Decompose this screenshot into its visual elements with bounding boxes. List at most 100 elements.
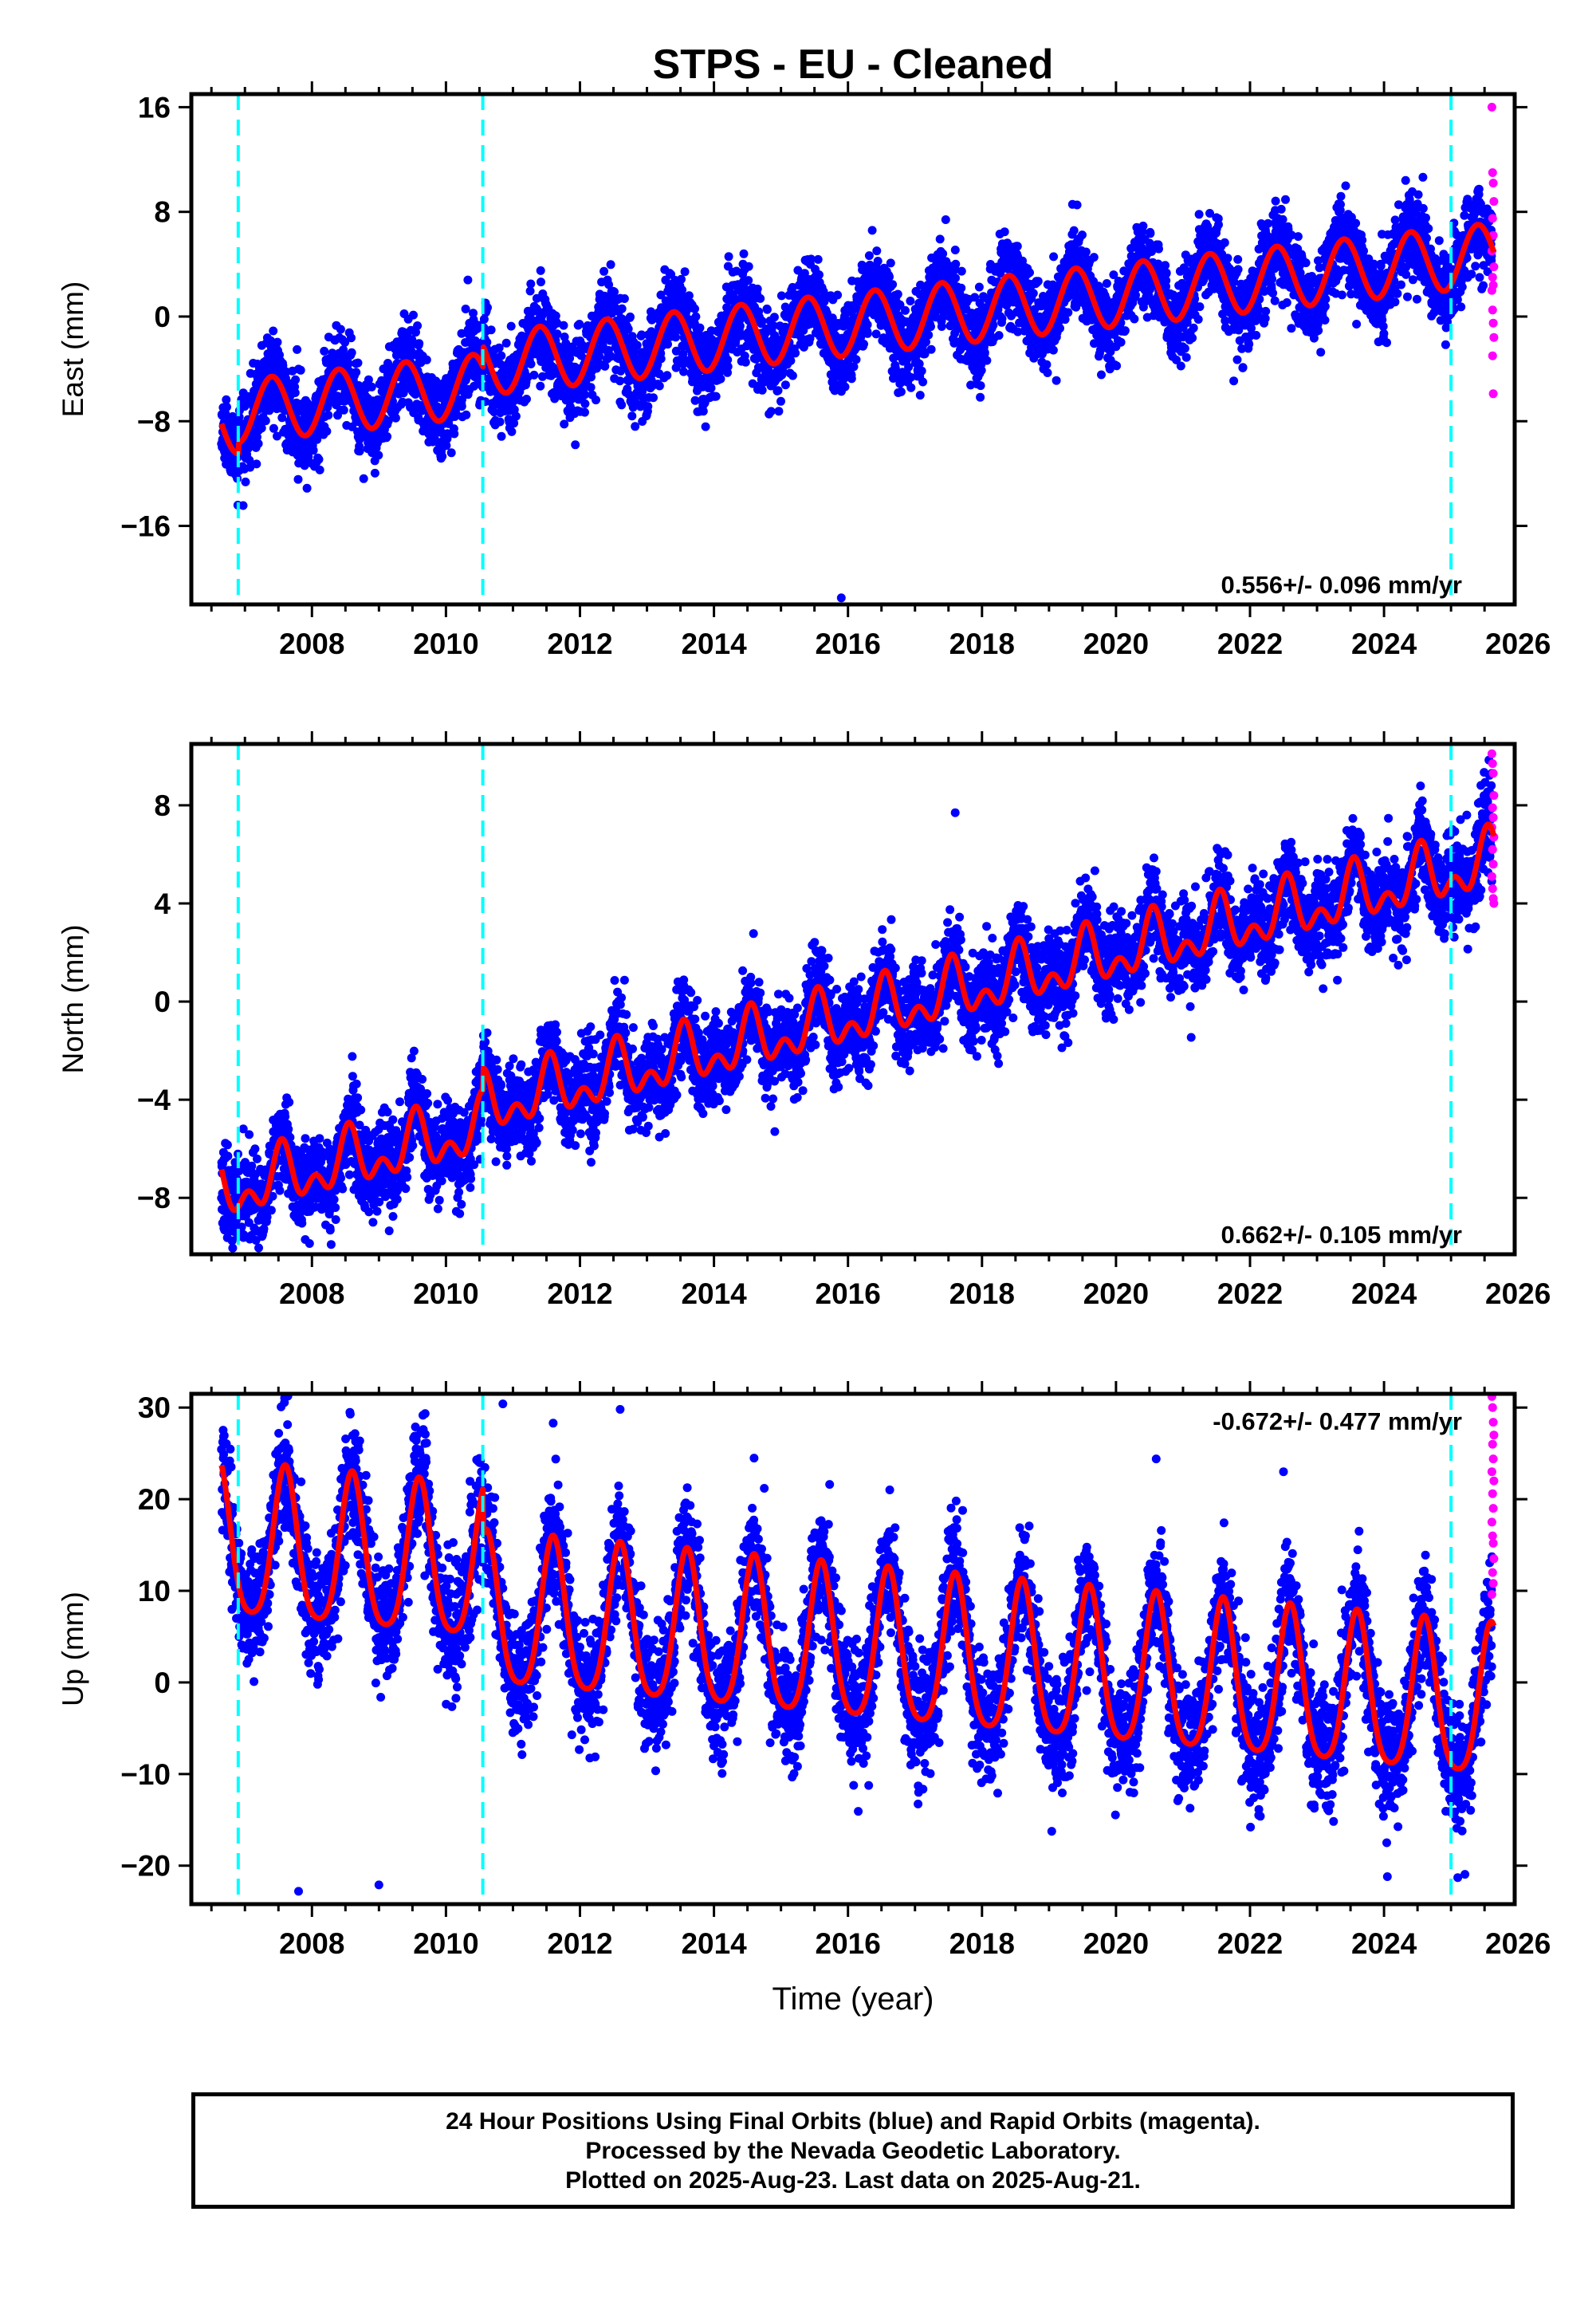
final-orbit-point: [463, 275, 473, 285]
final-orbit-point: [1042, 360, 1052, 369]
final-orbit-point: [643, 402, 653, 411]
final-orbit-point: [780, 380, 790, 390]
final-orbit-point: [269, 326, 278, 336]
final-orbit-point: [872, 246, 882, 256]
final-orbit-point: [739, 249, 749, 258]
final-orbit-point: [339, 345, 348, 355]
final-orbit-point: [432, 379, 442, 388]
final-orbit-point: [938, 249, 948, 258]
final-orbit-point: [917, 366, 926, 376]
final-orbit-point: [744, 276, 753, 285]
final-orbit-point: [679, 367, 688, 376]
final-orbit-point: [615, 376, 625, 386]
final-orbit-point: [497, 351, 506, 360]
final-orbit-point: [926, 344, 936, 354]
final-orbit-point: [344, 359, 353, 368]
final-orbit-point: [711, 392, 721, 401]
final-orbit-point: [757, 385, 767, 395]
final-orbit-point: [442, 441, 451, 451]
final-orbit-point: [724, 252, 733, 262]
final-orbit-point: [340, 337, 350, 347]
final-orbit-point: [840, 382, 850, 392]
final-orbit-point: [413, 321, 423, 330]
final-orbit-point: [383, 432, 392, 441]
final-orbit-point: [1089, 253, 1099, 262]
final-orbit-point: [391, 413, 400, 423]
final-orbit-point: [776, 291, 786, 301]
final-orbit-point: [347, 333, 356, 343]
final-orbit-point: [1120, 326, 1130, 336]
final-orbit-point: [1033, 277, 1043, 286]
final-orbit-point: [599, 266, 609, 276]
final-orbit-point: [791, 348, 800, 358]
final-orbit-point: [1116, 337, 1126, 347]
final-orbit-point: [409, 407, 419, 416]
final-orbit-point: [1012, 242, 1022, 251]
final-orbit-point: [293, 474, 303, 484]
final-orbit-point: [663, 340, 672, 349]
final-orbit-point: [462, 410, 471, 419]
final-orbit-point: [695, 323, 705, 333]
final-orbit-point: [367, 382, 376, 392]
final-orbit-point: [656, 354, 666, 364]
final-orbit-point: [261, 416, 270, 426]
final-orbit-point: [706, 384, 716, 393]
final-orbit-point: [957, 283, 966, 293]
final-orbit-points: [217, 172, 1496, 603]
final-orbit-point: [762, 305, 772, 314]
final-orbit-point: [1193, 315, 1203, 324]
final-orbit-point: [627, 411, 637, 421]
final-orbit-point: [1188, 333, 1197, 343]
final-orbit-point: [497, 431, 506, 441]
final-orbit-point: [1130, 314, 1139, 324]
final-orbit-point: [788, 371, 797, 380]
final-orbit-point: [617, 400, 627, 410]
final-orbit-point: [698, 407, 708, 416]
final-orbit-point: [586, 383, 596, 392]
final-orbit-point: [1146, 229, 1155, 238]
final-orbit-point: [617, 304, 627, 313]
final-orbit-point: [1161, 261, 1170, 270]
final-orbit-point: [753, 284, 762, 293]
plot-area: [217, 102, 1499, 603]
final-orbit-point: [741, 357, 750, 367]
final-orbit-point: [1069, 226, 1079, 235]
final-orbit-point: [1180, 344, 1189, 353]
final-orbit-point: [506, 321, 516, 331]
final-orbit-point: [776, 396, 785, 406]
final-orbit-point: [873, 257, 883, 266]
final-orbit-point: [353, 358, 363, 368]
final-orbit-point: [486, 325, 496, 335]
final-orbit-point: [1052, 376, 1061, 385]
final-orbit-point: [1028, 289, 1038, 298]
final-orbit-point: [649, 393, 658, 403]
final-orbit-point: [339, 405, 348, 415]
final-orbit-point: [982, 356, 992, 365]
final-orbit-point: [662, 371, 672, 380]
final-orbit-point: [937, 322, 946, 331]
final-orbit-point: [300, 461, 309, 470]
final-orbit-point: [957, 266, 966, 276]
final-orbit-point: [756, 293, 765, 303]
final-orbit-point: [1063, 308, 1073, 317]
final-orbit-point: [536, 266, 545, 275]
final-orbit-point: [1112, 361, 1122, 371]
final-orbit-point: [766, 407, 776, 416]
final-orbit-point: [241, 477, 250, 486]
final-orbit-point: [997, 314, 1007, 324]
final-orbit-point: [941, 215, 950, 224]
final-orbit-point: [744, 262, 753, 271]
final-orbit-point: [246, 462, 255, 472]
final-orbit-point: [1189, 323, 1198, 333]
final-orbit-point: [537, 277, 545, 287]
final-orbit-point: [980, 348, 989, 357]
final-orbit-point: [935, 234, 945, 244]
final-orbit-point: [901, 305, 910, 315]
final-orbit-point: [915, 391, 925, 400]
final-orbit-point: [364, 375, 373, 384]
final-orbit-point: [446, 448, 456, 458]
final-orbit-point: [918, 377, 928, 387]
final-orbit-point: [1102, 279, 1111, 288]
final-orbit-point: [886, 258, 895, 268]
final-orbit-point: [442, 429, 452, 439]
